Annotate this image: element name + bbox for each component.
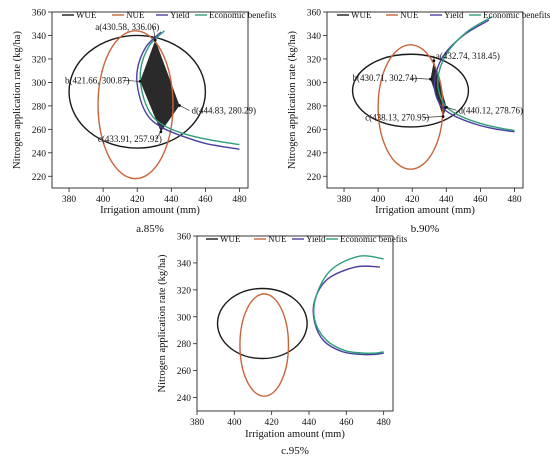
series-yield bbox=[312, 265, 384, 356]
x-axis-label: Irrigation amount (mm) bbox=[245, 429, 345, 440]
x-tick-label: 440 bbox=[302, 418, 317, 428]
series-economic-benefits bbox=[313, 255, 384, 355]
y-tick-label: 240 bbox=[307, 149, 322, 159]
annotation-label: c(438.13, 270.95) bbox=[365, 112, 429, 122]
legend-entry: Yield bbox=[306, 234, 326, 244]
plot-frame bbox=[51, 11, 249, 189]
y-tick-label: 340 bbox=[177, 259, 192, 269]
y-tick-label: 320 bbox=[177, 286, 192, 296]
y-tick-label: 340 bbox=[32, 32, 47, 42]
legend-entry: NUE bbox=[400, 10, 419, 20]
y-tick-label: 280 bbox=[307, 102, 322, 112]
annotation-label: d(444.83, 280.29) bbox=[192, 106, 257, 116]
x-axis-label: Irrigation amount (mm) bbox=[100, 205, 200, 216]
annotation-leader bbox=[423, 116, 444, 118]
y-tick-label: 300 bbox=[32, 79, 47, 89]
series-yield bbox=[136, 31, 240, 150]
y-tick-label: 360 bbox=[177, 233, 192, 243]
series-nue bbox=[239, 293, 290, 397]
y-tick-label: 260 bbox=[307, 126, 322, 136]
annotation-leader bbox=[155, 131, 162, 139]
x-tick-label: 400 bbox=[96, 195, 111, 205]
x-tick-label: 480 bbox=[232, 195, 247, 205]
y-tick-label: 260 bbox=[177, 367, 192, 377]
x-tick-label: 400 bbox=[227, 418, 242, 428]
y-tick-label: 260 bbox=[32, 126, 47, 136]
annotation-leader bbox=[179, 105, 190, 111]
series-economic-benefits bbox=[139, 30, 240, 146]
annotation-leader bbox=[123, 80, 141, 82]
annotation-label: a(430.58, 336.06) bbox=[95, 22, 159, 32]
y-tick-label: 360 bbox=[307, 9, 322, 19]
x-tick-label: 420 bbox=[405, 195, 420, 205]
y-tick-label: 300 bbox=[177, 313, 192, 323]
annotation-leader bbox=[446, 107, 457, 111]
y-tick-label: 240 bbox=[177, 394, 192, 404]
legend-entry: Economic benefits bbox=[483, 10, 550, 20]
legend-entry: WUE bbox=[76, 10, 97, 20]
y-tick-label: 340 bbox=[307, 32, 322, 42]
series-nue bbox=[97, 30, 174, 180]
x-tick-label: 420 bbox=[265, 418, 280, 428]
x-tick-label: 380 bbox=[62, 195, 77, 205]
annotation-leader bbox=[152, 27, 156, 41]
annotation-label: a(432.74, 318.45) bbox=[436, 51, 500, 61]
shaded-region bbox=[140, 40, 180, 132]
annotation-label: b(421.66, 300.87) bbox=[65, 75, 129, 85]
x-tick-label: 460 bbox=[339, 418, 354, 428]
x-tick-label: 480 bbox=[377, 418, 392, 428]
panel-c: 380 400 420 440 460 480 240 260 280 300 320 340 360 I… bbox=[157, 233, 408, 458]
plot-frame bbox=[196, 235, 394, 412]
annotation-label: c(433.91, 257.92) bbox=[98, 134, 162, 144]
series-wue bbox=[68, 34, 207, 149]
x-tick-label: 380 bbox=[190, 418, 205, 428]
series-wue bbox=[216, 287, 308, 360]
y-tick-label: 240 bbox=[32, 149, 47, 159]
x-tick-label: 440 bbox=[439, 195, 454, 205]
x-tick-label: 460 bbox=[473, 195, 488, 205]
x-tick-label: 440 bbox=[164, 195, 179, 205]
x-tick-label: 380 bbox=[337, 195, 352, 205]
y-tick-label: 220 bbox=[32, 173, 47, 183]
y-tick-label: 280 bbox=[32, 102, 47, 112]
panel-caption: b.90% bbox=[411, 223, 439, 235]
legend-entry: NUE bbox=[126, 10, 145, 20]
plot-frame bbox=[326, 11, 524, 189]
y-axis-label: Nitrogen application rate (kg/ha) bbox=[12, 31, 23, 169]
series-nue bbox=[377, 44, 444, 170]
annotation-point bbox=[138, 79, 142, 83]
panel-caption: c.95% bbox=[281, 445, 309, 457]
y-axis-label: Nitrogen application rate (kg/ha) bbox=[157, 254, 168, 392]
y-tick-label: 320 bbox=[32, 55, 47, 65]
series-wue bbox=[351, 53, 470, 128]
legend-entry: WUE bbox=[220, 234, 241, 244]
y-tick-label: 320 bbox=[307, 55, 322, 65]
x-tick-label: 460 bbox=[198, 195, 213, 205]
annotation-label: d(440.12, 278.76) bbox=[459, 105, 524, 115]
x-tick-label: 480 bbox=[507, 195, 522, 205]
y-tick-label: 360 bbox=[32, 9, 47, 19]
y-tick-label: 280 bbox=[177, 340, 192, 350]
legend-entry: NUE bbox=[268, 234, 287, 244]
x-axis-label: Irrigation amount (mm) bbox=[375, 205, 475, 216]
y-axis-label: Nitrogen application rate (kg/ha) bbox=[287, 31, 298, 169]
y-tick-label: 220 bbox=[307, 173, 322, 183]
series-economic-benefits bbox=[437, 16, 515, 132]
x-tick-label: 400 bbox=[371, 195, 386, 205]
x-tick-label: 420 bbox=[130, 195, 145, 205]
legend-entry: Economic benefits bbox=[340, 234, 408, 244]
panel-a: 380 400 420 440 460 480 220 240 260 280 300 320 340 3… bbox=[12, 9, 277, 236]
legend-entry: WUE bbox=[351, 10, 372, 20]
annotation-label: b(430.71, 302.74) bbox=[352, 73, 417, 83]
panel-b: 380 400 420 440 460 480 220 240 260 280 300 320 340 3… bbox=[287, 9, 550, 236]
y-tick-label: 300 bbox=[307, 79, 322, 89]
legend-entry: Yield bbox=[170, 10, 190, 20]
legend-entry: Yield bbox=[444, 10, 464, 20]
annotation-leader bbox=[410, 77, 431, 80]
panel-caption: a.85% bbox=[136, 223, 164, 235]
legend-entry: Economic benefits bbox=[209, 10, 277, 20]
